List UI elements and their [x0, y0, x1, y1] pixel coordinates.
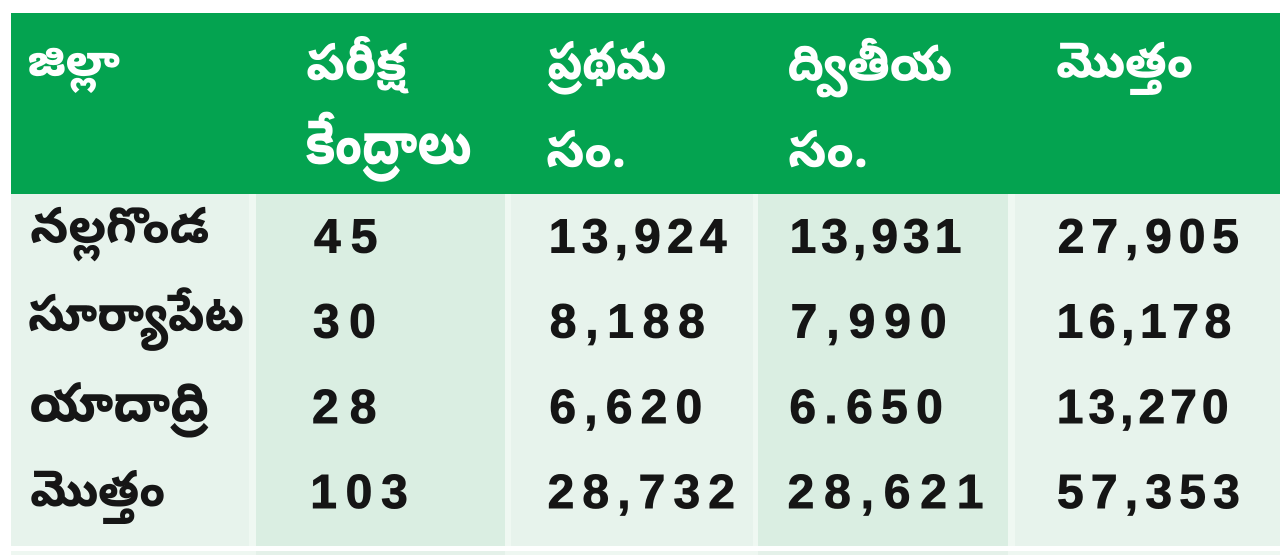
svg-text:8,188: 8,188 — [550, 295, 705, 348]
svg-text:57,353: 57,353 — [1057, 466, 1240, 519]
svg-text:13,924: 13,924 — [549, 210, 727, 263]
svg-text:16,178: 16,178 — [1057, 295, 1232, 348]
svg-text:28,621: 28,621 — [788, 466, 984, 519]
svg-text:6,620: 6,620 — [549, 381, 702, 434]
svg-text:13,931: 13,931 — [790, 210, 962, 263]
svg-text:7,990: 7,990 — [791, 295, 947, 348]
svg-text:30: 30 — [313, 295, 376, 348]
svg-text:103: 103 — [310, 466, 408, 519]
svg-text:6.650: 6.650 — [789, 381, 942, 434]
svg-text:13,270: 13,270 — [1057, 381, 1229, 434]
svg-text:27,905: 27,905 — [1058, 210, 1239, 263]
svg-text:28: 28 — [312, 381, 376, 434]
svg-text:45: 45 — [314, 210, 377, 263]
svg-text:28,732: 28,732 — [548, 466, 735, 519]
